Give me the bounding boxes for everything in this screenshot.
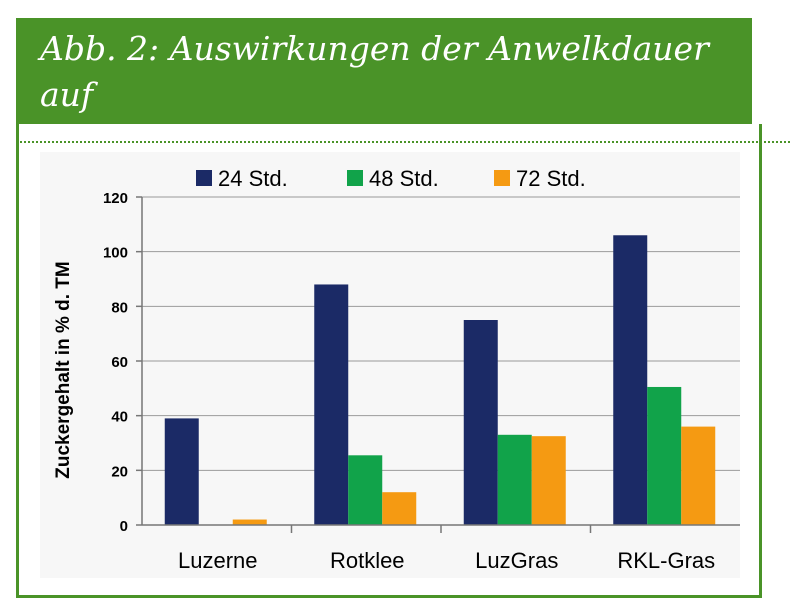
x-axis-ticks bbox=[290, 525, 592, 533]
x-tick-label: LuzGras bbox=[475, 548, 558, 573]
dotted-divider bbox=[16, 141, 790, 143]
bar bbox=[314, 284, 349, 525]
y-tick-label: 20 bbox=[111, 463, 128, 480]
bar bbox=[613, 235, 648, 525]
y-axis-title: Zuckergehalt in % d. TM bbox=[53, 261, 74, 478]
legend-label: 72 Std. bbox=[516, 166, 586, 191]
legend-label: 48 Std. bbox=[369, 166, 439, 191]
legend-swatch bbox=[196, 170, 212, 186]
bar bbox=[647, 386, 682, 525]
legend-swatch bbox=[494, 170, 510, 186]
chart-frame bbox=[16, 124, 762, 598]
x-axis-labels: Luzerne Rotklee LuzGras RKL-Gras bbox=[178, 548, 715, 573]
y-tick-label: 120 bbox=[103, 190, 128, 207]
bar bbox=[164, 418, 199, 525]
y-tick-label: 60 bbox=[111, 354, 128, 371]
bar bbox=[348, 455, 383, 525]
bar bbox=[463, 320, 498, 525]
chart-legend: 24 Std. 48 Std. 72 Std. bbox=[196, 166, 586, 191]
y-axis-ticks: 0 20 40 60 80 100 120 bbox=[103, 190, 142, 535]
bar bbox=[382, 492, 417, 525]
x-tick-label: RKL-Gras bbox=[617, 548, 715, 573]
bar bbox=[681, 426, 716, 525]
y-tick-label: 100 bbox=[103, 245, 128, 262]
bar bbox=[531, 436, 566, 525]
legend-swatch bbox=[347, 170, 363, 186]
bar bbox=[232, 519, 267, 525]
legend-label: 24 Std. bbox=[218, 166, 288, 191]
x-tick-label: Luzerne bbox=[178, 548, 258, 573]
y-tick-label: 0 bbox=[120, 518, 128, 535]
y-tick-label: 80 bbox=[111, 299, 128, 316]
bar bbox=[497, 434, 532, 525]
figure-title-line-1: Abb. 2: Auswirkungen der Anwelkdauer auf bbox=[40, 29, 709, 114]
chart-bars bbox=[164, 235, 716, 525]
x-tick-label: Rotklee bbox=[330, 548, 405, 573]
y-tick-label: 40 bbox=[111, 409, 128, 426]
